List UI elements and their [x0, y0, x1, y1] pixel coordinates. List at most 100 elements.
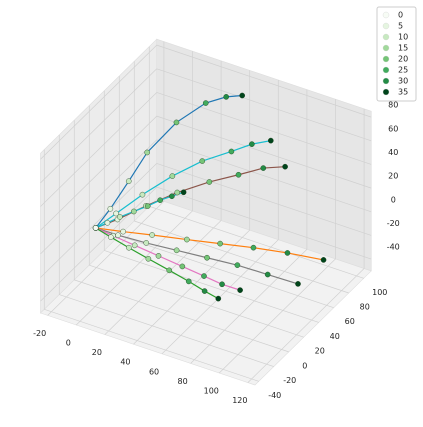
- grid-line: [219, 258, 336, 374]
- point: [173, 119, 180, 126]
- point: [295, 281, 301, 287]
- grid-line: [104, 250, 319, 323]
- point: [320, 257, 327, 263]
- grid-line: [134, 220, 349, 294]
- trajectory: [95, 227, 324, 261]
- z-tick-label: 20: [388, 172, 398, 181]
- point: [92, 225, 99, 231]
- point: [217, 240, 223, 247]
- grid-line: [119, 235, 334, 309]
- y-tick-label: 40: [330, 332, 340, 341]
- point: [139, 191, 146, 198]
- point: [199, 158, 206, 164]
- trajectory: [95, 94, 243, 229]
- trajectory: [95, 227, 219, 300]
- grid-line: [190, 249, 308, 364]
- legend-marker: [382, 55, 390, 63]
- grid-line: [40, 163, 157, 278]
- trajectory: [95, 227, 299, 285]
- y-tick-label: 100: [372, 288, 387, 297]
- legend-label: 30: [398, 77, 408, 86]
- x-tick-label: 40: [120, 358, 130, 367]
- legend-marker: [382, 44, 390, 52]
- z-tick-label: 40: [388, 148, 398, 157]
- point: [223, 94, 229, 100]
- grid-line: [76, 210, 193, 326]
- y-tick-label: 0: [302, 361, 307, 370]
- legend-label: 15: [398, 44, 408, 53]
- legend-label: 20: [398, 55, 408, 64]
- point: [131, 242, 138, 249]
- grid-line: [59, 294, 274, 367]
- point: [174, 189, 181, 196]
- legend-label: 0: [398, 11, 403, 20]
- grid-line: [89, 264, 304, 338]
- point: [184, 236, 190, 243]
- grid-line: [156, 139, 372, 213]
- grid-line: [156, 44, 372, 118]
- point: [202, 100, 209, 106]
- legend-marker: [382, 77, 390, 85]
- legend-marker: [382, 88, 390, 96]
- legend-marker: [382, 22, 390, 30]
- point: [155, 253, 162, 259]
- point: [125, 178, 132, 185]
- grid-line: [74, 279, 289, 353]
- grid-line: [156, 115, 372, 189]
- x-tick-label: 80: [178, 377, 188, 386]
- point: [204, 254, 210, 261]
- point: [201, 273, 207, 279]
- point: [264, 271, 271, 278]
- point: [185, 278, 192, 285]
- legend-label: 5: [398, 22, 403, 31]
- point: [180, 189, 187, 196]
- point: [179, 263, 186, 270]
- grid-line: [247, 268, 365, 383]
- grid-line: [104, 220, 222, 335]
- y-tick-label: -20: [283, 376, 296, 385]
- point: [169, 173, 176, 179]
- point: [108, 234, 114, 240]
- grid-line: [40, 186, 157, 302]
- z-tick-label: -20: [387, 219, 400, 228]
- point: [144, 203, 151, 209]
- point: [157, 197, 163, 203]
- point: [237, 287, 243, 293]
- grid-line: [40, 115, 157, 231]
- z-tick-label: 0: [391, 195, 396, 204]
- y-tick-label: 60: [345, 317, 355, 326]
- grid-line: [156, 68, 372, 142]
- grid-line: [40, 44, 157, 160]
- y-tick-label: 20: [315, 347, 325, 356]
- point: [143, 240, 150, 246]
- point: [145, 255, 152, 262]
- point: [173, 247, 180, 254]
- trajectory: [95, 140, 271, 229]
- grid-line: [40, 139, 157, 255]
- point: [249, 141, 255, 147]
- grid-line: [44, 308, 259, 382]
- point: [201, 288, 208, 294]
- legend-label: 25: [398, 66, 408, 75]
- point: [206, 179, 213, 185]
- x-tick-label: -20: [33, 329, 46, 338]
- point: [219, 281, 225, 288]
- point: [126, 244, 132, 251]
- point: [169, 193, 175, 200]
- point: [239, 92, 245, 99]
- z-tick-label: -40: [387, 243, 400, 252]
- grid-line: [156, 163, 372, 236]
- grid-line: [133, 229, 250, 345]
- x-tick-label: 0: [66, 339, 71, 348]
- grid-line: [156, 92, 372, 165]
- point: [260, 165, 267, 171]
- legend-label: 35: [398, 88, 408, 97]
- point: [117, 214, 123, 220]
- x-tick-label: 60: [149, 367, 159, 376]
- legend-label: 10: [398, 33, 408, 42]
- point: [282, 163, 288, 170]
- legend-marker: [382, 11, 390, 19]
- point: [104, 219, 111, 226]
- legend-box: [376, 6, 417, 102]
- point: [130, 208, 137, 215]
